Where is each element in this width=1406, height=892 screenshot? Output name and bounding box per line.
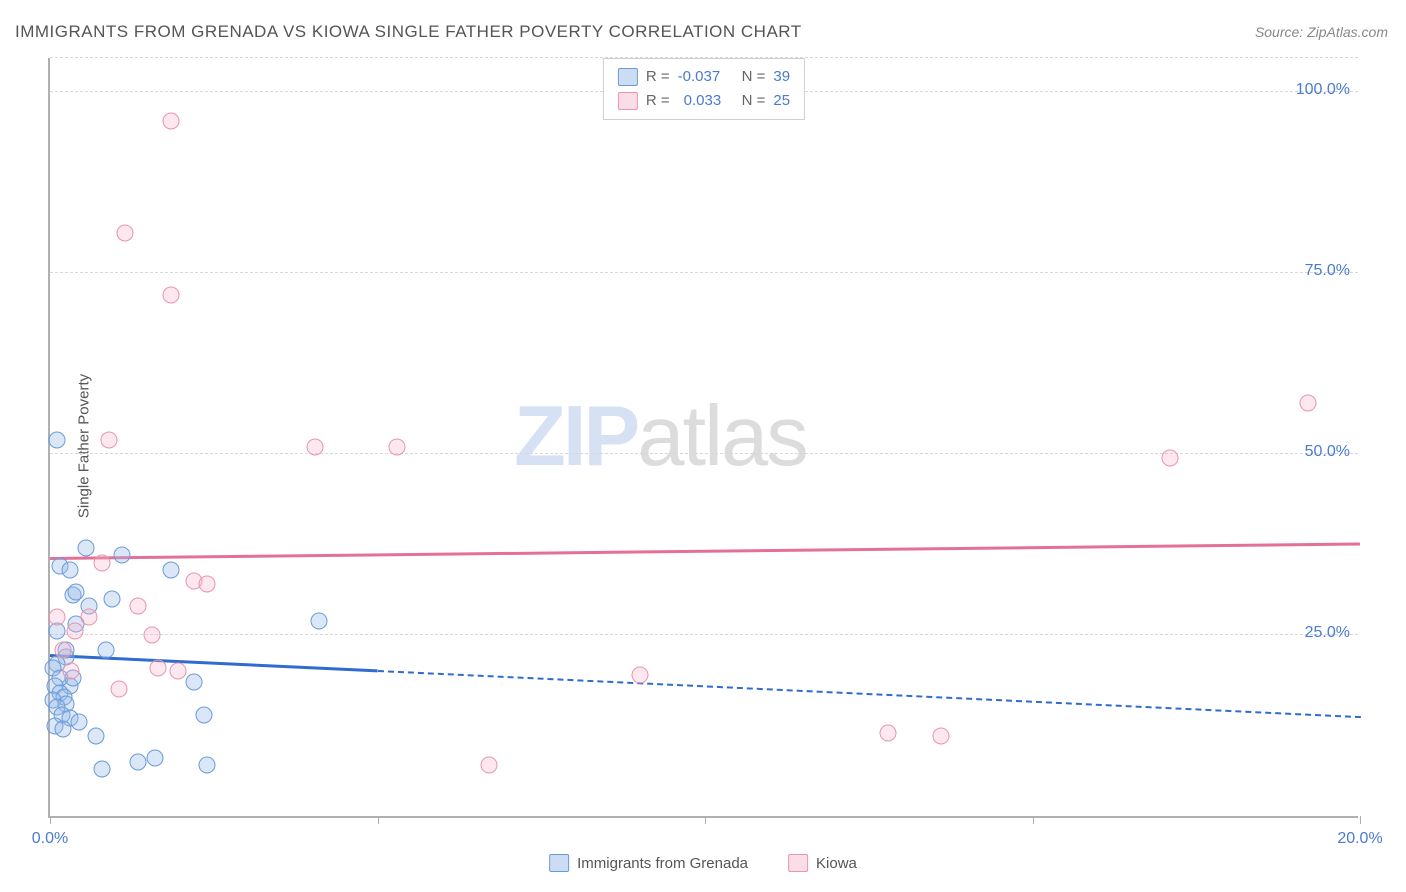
chart-container: IMMIGRANTS FROM GRENADA VS KIOWA SINGLE … <box>0 0 1406 892</box>
scatter-point-series1 <box>195 706 212 723</box>
scatter-point-series2 <box>880 724 897 741</box>
scatter-point-series1 <box>114 547 131 564</box>
chart-title: IMMIGRANTS FROM GRENADA VS KIOWA SINGLE … <box>15 22 802 42</box>
scatter-point-series2 <box>55 641 72 658</box>
scatter-point-series2 <box>48 608 65 625</box>
scatter-point-series2 <box>110 681 127 698</box>
scatter-point-series2 <box>163 113 180 130</box>
watermark: ZIPatlas <box>514 388 894 486</box>
scatter-point-series2 <box>169 663 186 680</box>
scatter-point-series2 <box>81 608 98 625</box>
scatter-point-series2 <box>307 438 324 455</box>
scatter-point-series2 <box>94 554 111 571</box>
r-value-series2: 0.033 <box>678 89 734 113</box>
legend-label-series2: Kiowa <box>816 855 857 872</box>
n-label: N = <box>742 89 766 113</box>
y-tick-label: 75.0% <box>1305 262 1350 280</box>
x-tick <box>50 816 51 824</box>
scatter-point-series2 <box>143 627 160 644</box>
plot-area: ZIPatlas R = -0.037 N = 39 R = 0.033 N =… <box>48 58 1358 818</box>
scatter-point-series1 <box>48 431 65 448</box>
scatter-point-series2 <box>1162 449 1179 466</box>
scatter-point-series2 <box>932 728 949 745</box>
scatter-point-series2 <box>163 286 180 303</box>
x-tick-label: 0.0% <box>32 830 68 848</box>
legend-item-series2: Kiowa <box>788 854 857 872</box>
scatter-point-series2 <box>631 666 648 683</box>
scatter-point-series2 <box>62 663 79 680</box>
n-value-series1: 39 <box>773 65 790 89</box>
scatter-point-series2 <box>199 576 216 593</box>
x-tick <box>378 816 379 824</box>
n-value-series2: 25 <box>773 89 790 113</box>
scatter-point-series1 <box>310 612 327 629</box>
y-tick-label: 50.0% <box>1305 443 1350 461</box>
scatter-point-series1 <box>68 583 85 600</box>
scatter-point-series2 <box>150 659 167 676</box>
scatter-point-series1 <box>104 590 121 607</box>
series-legend: Immigrants from Grenada Kiowa <box>549 854 857 872</box>
x-tick <box>705 816 706 824</box>
x-tick <box>1360 816 1361 824</box>
swatch-series2-icon <box>788 854 808 872</box>
scatter-point-series1 <box>130 753 147 770</box>
gridline <box>50 634 1358 635</box>
scatter-point-series2 <box>1299 395 1316 412</box>
legend-row-series1: R = -0.037 N = 39 <box>618 65 790 89</box>
regression-line-series1 <box>50 654 378 672</box>
scatter-point-series1 <box>87 728 104 745</box>
scatter-point-series1 <box>71 713 88 730</box>
scatter-point-series1 <box>48 623 65 640</box>
swatch-series1-icon <box>618 68 638 86</box>
scatter-point-series2 <box>389 438 406 455</box>
r-label: R = <box>646 89 670 113</box>
r-label: R = <box>646 65 670 89</box>
legend-item-series1: Immigrants from Grenada <box>549 854 748 872</box>
r-value-series1: -0.037 <box>678 65 734 89</box>
scatter-point-series2 <box>117 225 134 242</box>
correlation-legend: R = -0.037 N = 39 R = 0.033 N = 25 <box>603 58 805 120</box>
scatter-point-series1 <box>61 561 78 578</box>
scatter-point-series1 <box>97 641 114 658</box>
scatter-point-series2 <box>130 598 147 615</box>
scatter-point-series1 <box>55 721 72 738</box>
scatter-point-series2 <box>66 623 83 640</box>
legend-row-series2: R = 0.033 N = 25 <box>618 89 790 113</box>
regression-line-series2 <box>50 542 1360 559</box>
swatch-series2-icon <box>618 92 638 110</box>
watermark-atlas: atlas <box>637 389 807 484</box>
scatter-point-series2 <box>100 431 117 448</box>
scatter-point-series2 <box>480 757 497 774</box>
watermark-zip: ZIP <box>514 389 637 484</box>
x-tick <box>1033 816 1034 824</box>
y-tick-label: 100.0% <box>1296 81 1350 99</box>
scatter-point-series1 <box>146 750 163 767</box>
regression-line-dashed <box>377 670 1360 718</box>
scatter-point-series1 <box>199 757 216 774</box>
x-tick-label: 20.0% <box>1337 830 1382 848</box>
gridline <box>50 272 1358 273</box>
scatter-point-series1 <box>186 674 203 691</box>
source-attribution: Source: ZipAtlas.com <box>1255 24 1388 40</box>
scatter-point-series1 <box>78 540 95 557</box>
scatter-point-series1 <box>163 561 180 578</box>
y-tick-label: 25.0% <box>1305 624 1350 642</box>
swatch-series1-icon <box>549 854 569 872</box>
legend-label-series1: Immigrants from Grenada <box>577 855 748 872</box>
n-label: N = <box>742 65 766 89</box>
scatter-point-series1 <box>94 760 111 777</box>
